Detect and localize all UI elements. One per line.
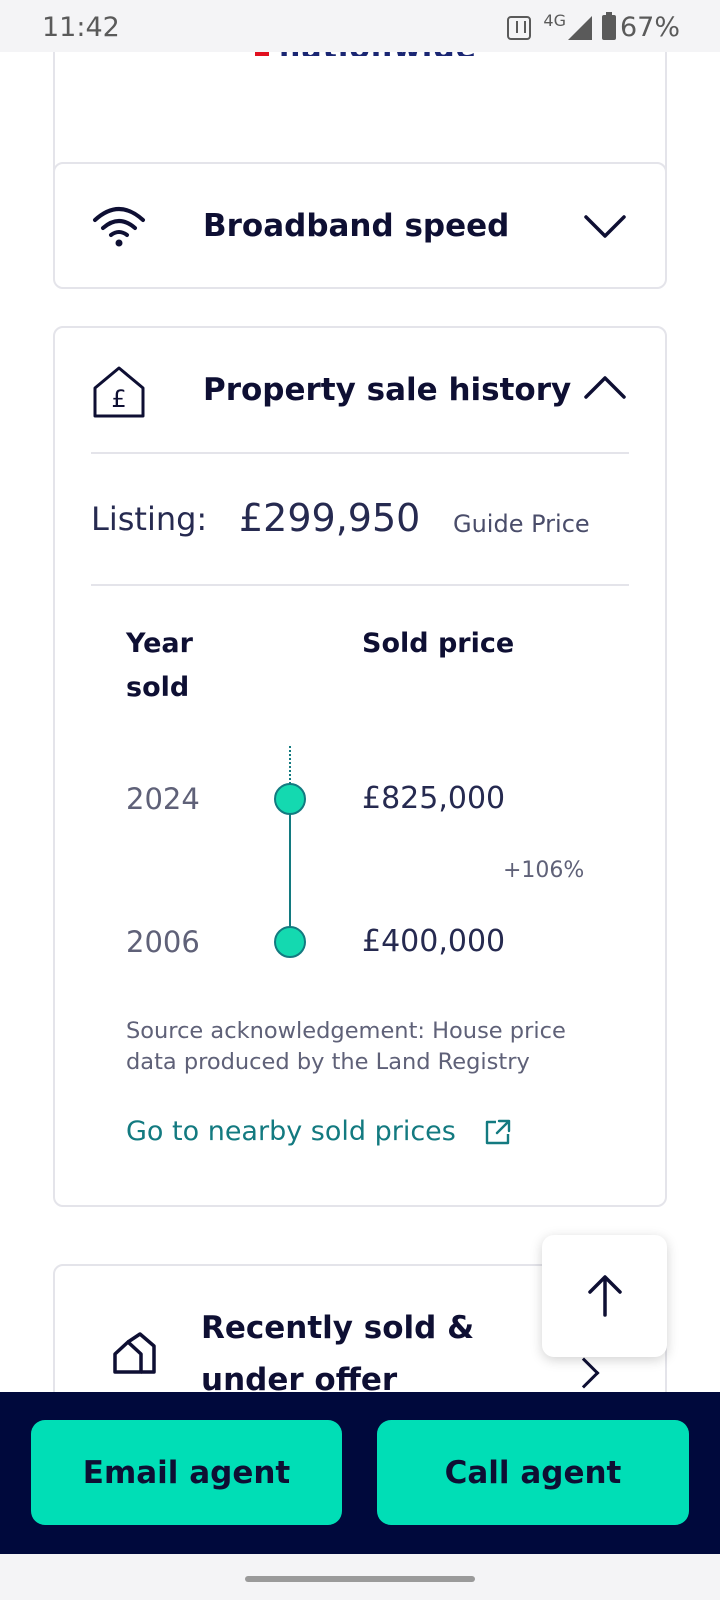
houses-icon: [113, 1332, 156, 1374]
timeline-continuation: [289, 746, 291, 784]
listing-price-type: Guide Price: [453, 510, 590, 538]
nearby-link-label: Go to nearby sold prices: [126, 1116, 456, 1147]
broadband-header[interactable]: Broadband speed: [55, 164, 665, 288]
wifi-icon: [93, 207, 145, 247]
battery-icon: [601, 12, 616, 40]
external-link-icon: [485, 1119, 511, 1144]
sale-year: 2006: [126, 925, 200, 959]
broadband-title: Broadband speed: [203, 208, 510, 244]
recently-sold-title: Recently sold & under offer: [201, 1310, 475, 1392]
home-gesture-handle[interactable]: [245, 1576, 475, 1582]
nfc-icon: [507, 15, 532, 40]
page-content[interactable]: nationwide Broadband speed £ Property sa…: [0, 52, 720, 1392]
sale-history-card: £ Property sale history Listing: £299,95…: [53, 326, 667, 1207]
chevron-up-icon: [584, 376, 626, 399]
sale-year: 2024: [126, 782, 200, 816]
battery-level: 67%: [619, 12, 680, 43]
chevron-down-icon: [584, 215, 626, 238]
svg-text:£: £: [111, 385, 126, 413]
timeline-dot-2024: [274, 783, 306, 815]
chevron-right-icon: [568, 1357, 600, 1389]
signal-icon: [567, 15, 592, 40]
status-icons: 4G 67%: [507, 11, 680, 43]
source-acknowledgement: Source acknowledgement: House price data…: [126, 1018, 566, 1075]
mortgage-card: nationwide: [53, 52, 667, 179]
email-agent-button[interactable]: Email agent: [31, 1420, 342, 1525]
agent-action-bar: Email agent Call agent: [0, 1392, 720, 1554]
house-pound-icon: £: [93, 366, 145, 418]
call-agent-button[interactable]: Call agent: [377, 1420, 689, 1525]
nationwide-logo: nationwide: [255, 52, 477, 56]
nearby-sold-prices-link[interactable]: Go to nearby sold prices: [126, 1116, 512, 1147]
divider: [91, 452, 629, 454]
divider: [91, 584, 629, 586]
price-change-badge: +106%: [503, 858, 585, 883]
sold-price-header: Sold price: [362, 628, 515, 659]
timeline-line: [289, 800, 291, 942]
arrow-up-icon: [587, 1275, 622, 1317]
navigation-bar: [0, 1554, 720, 1600]
status-bar: 11:42 4G 67%: [0, 0, 720, 52]
timeline-dot-2006: [274, 926, 306, 958]
network-type: 4G: [543, 11, 566, 30]
sale-history-header[interactable]: £ Property sale history: [55, 328, 665, 452]
sale-price: £825,000: [362, 781, 506, 816]
broadband-card[interactable]: Broadband speed: [53, 162, 667, 289]
year-sold-header: Year sold: [126, 628, 193, 703]
scroll-to-top-button[interactable]: [542, 1235, 667, 1357]
status-time: 11:42: [42, 12, 120, 43]
listing-price: £299,950: [239, 496, 421, 540]
listing-label: Listing:: [91, 500, 208, 538]
sale-history-title: Property sale history: [203, 372, 572, 408]
sale-price: £400,000: [362, 924, 506, 959]
